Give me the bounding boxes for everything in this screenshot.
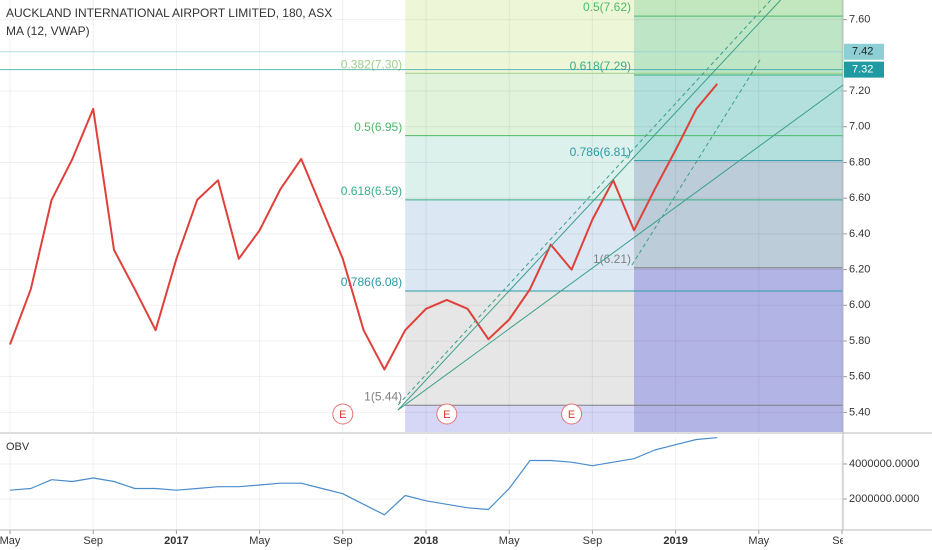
trend-line [397,0,772,406]
fib-label: 1(5.44) [364,389,402,403]
x-tick-label: Sep [832,535,852,547]
event-marker [436,403,458,425]
x-tick-label: 2017 [164,535,188,547]
series-line [9,83,718,371]
chart-title: AUCKLAND INTERNATIONAL AIRPORT LIMITED, … [6,6,332,20]
y-tick-label: 6.80 [849,156,870,168]
x-tick-label: Sep [83,535,103,547]
fib-label: 0.5(6.95) [354,120,402,134]
price-label-box [844,61,884,78]
fib-label: 0.786(6.81) [570,145,631,159]
series-line [9,437,718,516]
y-tick-label: 4000000.0000 [849,458,919,470]
fib-label: 1(6.21) [593,252,631,266]
fib-label: 0.786(6.08) [341,275,402,289]
x-tick-label: May [249,535,270,547]
fib-zone [634,267,843,432]
x-tick-label: 2019 [663,535,687,547]
price-label: 7.32 [852,64,873,76]
trend-lines [397,0,843,411]
plot-area: 0.382(7.30) 0.5(6.95) 0.618(6.59) 0.786(6.0… [0,0,852,547]
y-tick-label: 2000000.0000 [849,493,919,505]
y-tick-label: 7.20 [849,85,870,97]
chart-subtitle: MA (12, VWAP) [6,24,90,38]
y-tick-label: 6.60 [849,192,870,204]
event-label: E [339,409,346,421]
event-marker [332,403,354,425]
x-tick-label: 2018 [414,535,438,547]
fib-label: 0.618(7.29) [570,59,631,73]
trend-line [397,0,782,411]
x-tick-label: May [499,535,520,547]
event-marker [561,403,583,425]
fib-zone [634,74,843,161]
y-tick-label: 6.40 [849,228,870,240]
price-label: 7.42 [852,46,873,58]
y-tick-label: 5.40 [849,406,870,418]
event-label: E [568,409,575,421]
fib-label: 0.5(7.62) [583,0,631,14]
x-tick-label: May [748,535,769,547]
event-label: E [443,409,450,421]
trend-line [631,59,761,266]
x-tick-label: Sep [583,535,603,547]
y-tick-label: 6.20 [849,263,870,275]
fib-label: 0.618(6.59) [341,184,402,198]
x-tick-label: Sep [333,535,353,547]
axis-area: 7.60 7.20 7.00 6.80 6.60 6.40 6.20 6.00 5.80 5.60… [843,14,919,505]
trend-line [397,84,843,411]
price-label-box [844,43,884,60]
y-tick-label: 7.60 [849,14,870,26]
y-tick-label: 5.80 [849,335,870,347]
y-tick-label: 6.00 [849,299,870,311]
fib-label: 0.382(7.30) [341,57,402,71]
x-tick-label: May [0,535,21,547]
pane-title: OBV [6,441,30,453]
y-tick-label: 5.60 [849,371,870,383]
fib-zone [634,0,843,17]
fib-zone [634,160,843,268]
y-tick-label: 7.00 [849,121,870,133]
